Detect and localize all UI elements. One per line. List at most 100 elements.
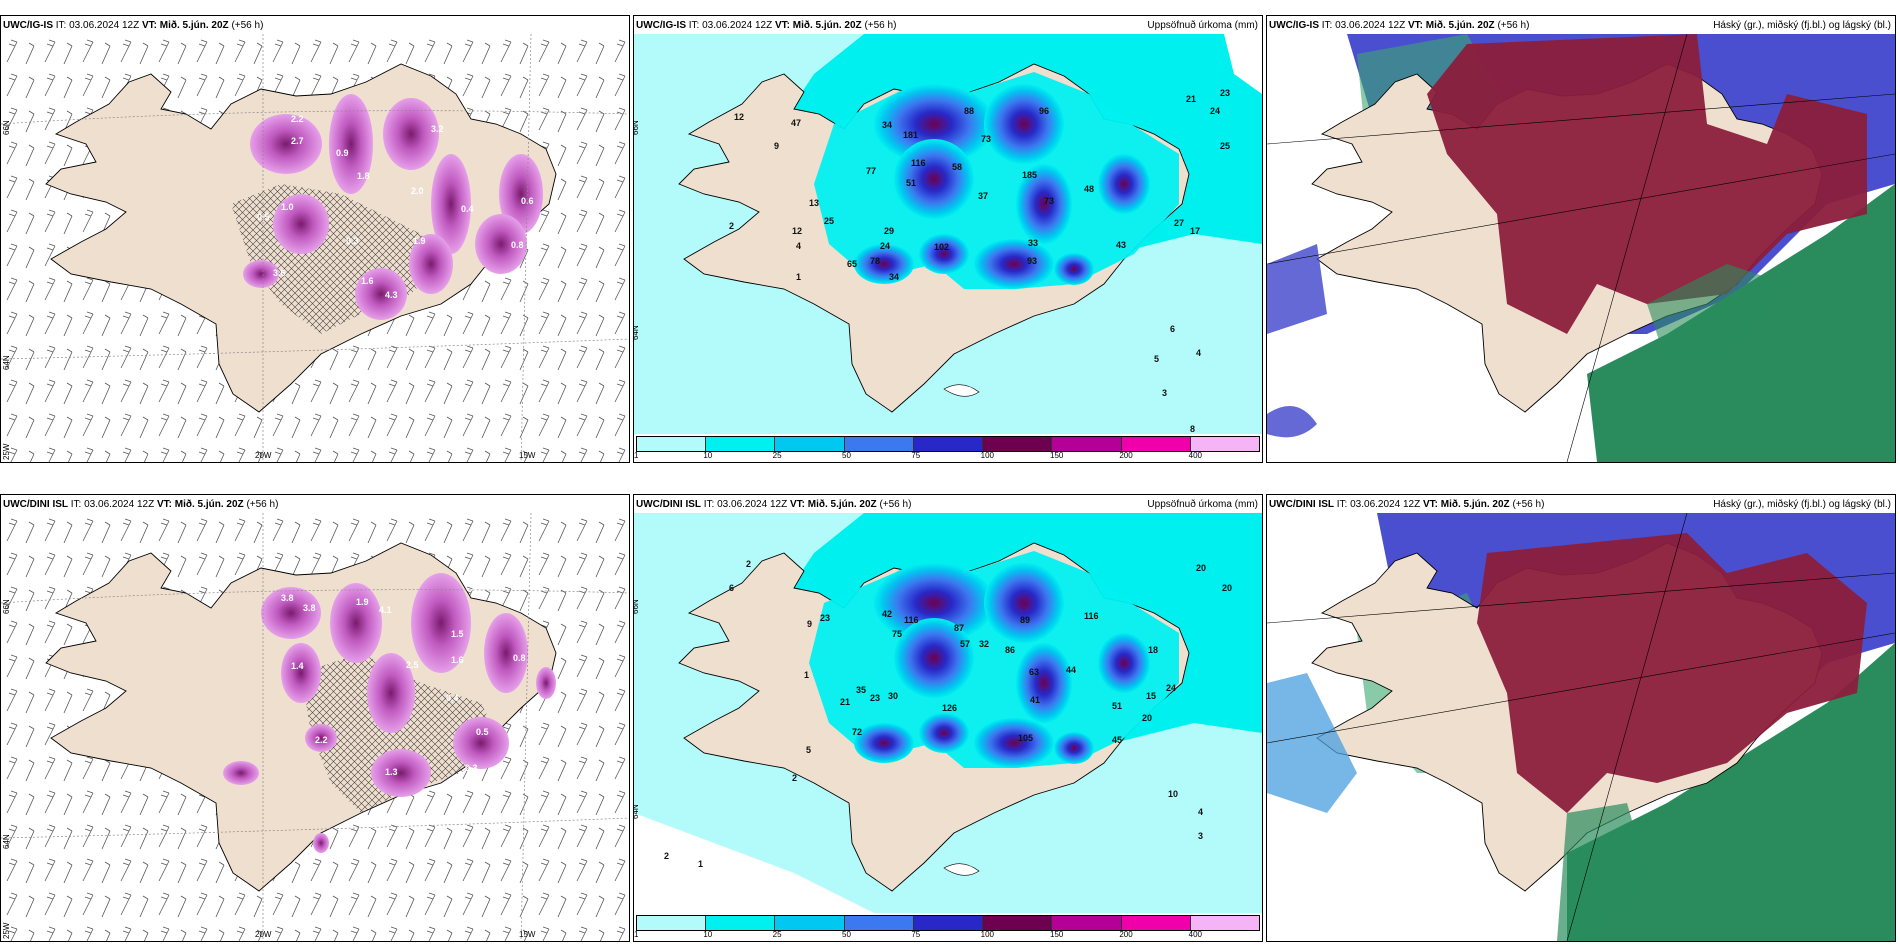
svg-text:23: 23 bbox=[820, 613, 830, 623]
svg-text:105: 105 bbox=[1018, 733, 1033, 743]
precip-colorbar: 1 10 25 50 75 100 150 200 400 bbox=[634, 436, 1260, 460]
precip-colorbar: 1 10 25 50 75 100 150 200 400 bbox=[634, 915, 1260, 939]
svg-text:32: 32 bbox=[979, 639, 989, 649]
svg-text:86: 86 bbox=[1005, 645, 1015, 655]
svg-text:23: 23 bbox=[870, 693, 880, 703]
svg-text:3.8: 3.8 bbox=[281, 593, 294, 603]
svg-text:64N: 64N bbox=[2, 834, 11, 849]
svg-text:9: 9 bbox=[807, 619, 812, 629]
svg-text:0.4: 0.4 bbox=[461, 204, 474, 214]
colorbar-swatch bbox=[1052, 916, 1122, 930]
svg-text:1.0: 1.0 bbox=[281, 202, 294, 212]
svg-text:89: 89 bbox=[1020, 615, 1030, 625]
colorbar-tick: 50 bbox=[842, 930, 851, 939]
map-svg: 3.8 1.9 4.1 2.4 1.5 2.5 1.6 1.4 0.8 0.4 … bbox=[1, 513, 629, 941]
svg-text:20W: 20W bbox=[255, 930, 272, 939]
colorbar-swatch bbox=[983, 437, 1053, 451]
svg-text:4.1: 4.1 bbox=[379, 605, 392, 615]
colorbar-swatch bbox=[844, 437, 914, 451]
svg-text:43: 43 bbox=[1116, 240, 1126, 250]
snow-labels: 3.8 1.9 4.1 2.4 1.5 2.5 1.6 1.4 0.8 0.4 … bbox=[281, 587, 526, 777]
svg-text:2: 2 bbox=[664, 851, 669, 861]
svg-text:6: 6 bbox=[1170, 324, 1175, 334]
colorbar-tick: 1 bbox=[634, 930, 639, 939]
snow-labels: 2.2 2.7 0.9 1.8 3.2 2.0 1.0 0.4 0.5 3.6 … bbox=[257, 114, 534, 318]
svg-text:3.2: 3.2 bbox=[431, 124, 444, 134]
svg-text:30: 30 bbox=[888, 691, 898, 701]
svg-text:21: 21 bbox=[840, 697, 850, 707]
svg-text:25: 25 bbox=[1220, 141, 1230, 151]
svg-text:77: 77 bbox=[866, 166, 876, 176]
panel-clouds-dini-isl: UWC/DINI ISL IT: 03.06.2024 12Z VT: Mið.… bbox=[1266, 494, 1896, 942]
svg-text:1.6: 1.6 bbox=[361, 276, 374, 286]
svg-text:66N: 66N bbox=[2, 599, 11, 614]
svg-text:17: 17 bbox=[1190, 226, 1200, 236]
svg-text:45: 45 bbox=[1112, 735, 1122, 745]
svg-text:1: 1 bbox=[698, 859, 703, 869]
svg-text:29: 29 bbox=[884, 226, 894, 236]
colorbar-tick: 150 bbox=[1050, 451, 1064, 460]
snow-depth-contours bbox=[243, 94, 543, 320]
svg-text:24: 24 bbox=[1166, 683, 1176, 693]
svg-text:1.9: 1.9 bbox=[356, 597, 369, 607]
colorbar-swatch bbox=[1121, 437, 1191, 451]
panel-header: UWC/IG-IS IT: 03.06.2024 12Z VT: Mið. 5.… bbox=[636, 19, 1260, 33]
colorbar-swatch bbox=[637, 437, 707, 451]
svg-text:116: 116 bbox=[904, 615, 919, 625]
svg-text:2: 2 bbox=[746, 559, 751, 569]
svg-text:0.4: 0.4 bbox=[446, 693, 459, 703]
colorbar-tick: 400 bbox=[1188, 930, 1203, 939]
svg-text:116: 116 bbox=[1084, 611, 1099, 621]
colorbar-tick: 100 bbox=[980, 930, 995, 939]
svg-text:0.3: 0.3 bbox=[465, 763, 478, 773]
svg-text:48: 48 bbox=[1084, 184, 1094, 194]
map-clouds bbox=[1267, 513, 1895, 941]
svg-text:4: 4 bbox=[1196, 348, 1201, 358]
svg-text:44: 44 bbox=[1066, 665, 1076, 675]
panel-snow-ig-is: UWC/IG-IS IT: 03.06.2024 12Z VT: Mið. 5.… bbox=[0, 15, 630, 463]
svg-text:35: 35 bbox=[856, 685, 866, 695]
svg-text:8: 8 bbox=[1190, 424, 1195, 434]
svg-text:73: 73 bbox=[1044, 196, 1054, 206]
colorbar-swatch bbox=[913, 437, 984, 451]
svg-text:12: 12 bbox=[734, 112, 744, 122]
svg-text:2: 2 bbox=[792, 773, 797, 783]
colorbar-tick: 50 bbox=[842, 451, 851, 460]
svg-text:21: 21 bbox=[1186, 94, 1196, 104]
panel-header: UWC/DINI ISL IT: 03.06.2024 12Z VT: Mið.… bbox=[1269, 498, 1893, 512]
svg-text:1: 1 bbox=[804, 670, 809, 680]
svg-text:0.6: 0.6 bbox=[521, 196, 534, 206]
svg-text:87: 87 bbox=[954, 623, 964, 633]
panel-header: UWC/DINI ISL IT: 03.06.2024 12Z VT: Mið.… bbox=[636, 498, 1260, 512]
svg-text:3.8: 3.8 bbox=[303, 603, 316, 613]
colorbar-swatch bbox=[637, 916, 707, 930]
colorbar-swatch bbox=[844, 916, 914, 930]
svg-text:47: 47 bbox=[791, 118, 801, 128]
svg-text:12: 12 bbox=[792, 226, 802, 236]
svg-text:2: 2 bbox=[729, 221, 734, 231]
colorbar-swatch bbox=[913, 916, 984, 930]
svg-text:34: 34 bbox=[889, 272, 899, 282]
svg-text:20: 20 bbox=[1142, 713, 1152, 723]
colorbar-tick: 1 bbox=[634, 451, 639, 460]
svg-text:4: 4 bbox=[1198, 807, 1203, 817]
svg-text:9: 9 bbox=[774, 141, 779, 151]
colorbar-swatch bbox=[706, 437, 776, 451]
svg-text:58: 58 bbox=[952, 162, 962, 172]
svg-text:116: 116 bbox=[911, 158, 926, 168]
svg-text:24: 24 bbox=[1210, 106, 1220, 116]
svg-text:2.2: 2.2 bbox=[315, 735, 328, 745]
colorbar-tick: 150 bbox=[1050, 930, 1064, 939]
svg-text:15W: 15W bbox=[519, 930, 536, 939]
svg-text:51: 51 bbox=[906, 178, 916, 188]
svg-text:25W: 25W bbox=[2, 443, 11, 460]
svg-text:25W: 25W bbox=[2, 922, 11, 939]
svg-text:0.5: 0.5 bbox=[257, 212, 270, 222]
svg-text:34: 34 bbox=[882, 120, 892, 130]
svg-text:2.7: 2.7 bbox=[291, 136, 304, 146]
svg-text:5: 5 bbox=[1154, 354, 1159, 364]
map-precip: 2 6 23 42 116 75 57 87 32 86 89 116 63 4… bbox=[634, 513, 1262, 913]
svg-text:0.8: 0.8 bbox=[513, 653, 526, 663]
colorbar-swatch bbox=[775, 916, 845, 930]
precip-labels: 2 6 23 42 116 75 57 87 32 86 89 116 63 4… bbox=[664, 559, 1232, 869]
